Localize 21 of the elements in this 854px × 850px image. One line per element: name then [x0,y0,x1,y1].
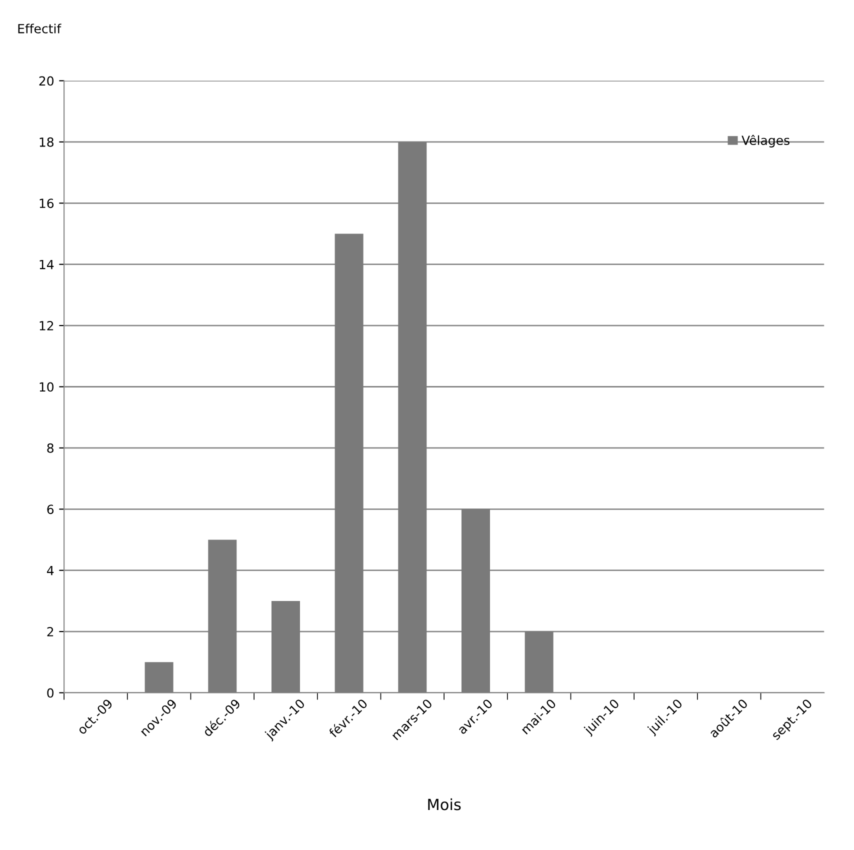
bar [144,662,174,693]
bar [334,234,364,693]
y-tick-label: 0 [47,688,54,698]
y-tick-label: 14 [40,260,54,270]
y-tick-label: 10 [40,382,54,392]
y-tick-label: 8 [47,443,54,453]
x-axis-title: Mois [428,798,461,810]
y-tick-label: 4 [46,566,54,576]
bar [462,509,490,693]
bar [271,600,300,693]
bar [208,540,237,693]
y-tick-label: 20 [39,76,54,86]
y-tick-label: 12 [40,321,54,330]
y-tick-label: 18 [40,137,54,147]
y-tick-label: 16 [40,198,54,208]
y-axis-title: Effectif [18,24,62,34]
y-tick-label: 2 [47,627,54,636]
y-tick-label: 6 [47,504,54,514]
bar [398,142,427,693]
legend-label: Vêlages [742,134,790,148]
bar [524,632,554,693]
